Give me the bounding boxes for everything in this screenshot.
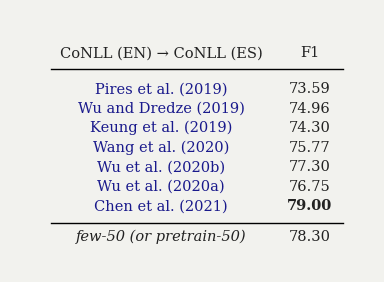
Text: Wu and Dredze (2019): Wu and Dredze (2019) [78,102,245,116]
Text: Pires et al. (2019): Pires et al. (2019) [95,82,227,96]
Text: 79.00: 79.00 [287,199,333,213]
Text: Wu et al. (2020b): Wu et al. (2020b) [97,160,225,174]
Text: F1: F1 [300,46,319,60]
Text: CoNLL (EN) → CoNLL (ES): CoNLL (EN) → CoNLL (ES) [60,46,262,60]
Text: 75.77: 75.77 [289,141,331,155]
Text: Chen et al. (2021): Chen et al. (2021) [94,199,228,213]
Text: Keung et al. (2019): Keung et al. (2019) [90,121,232,135]
Text: 74.30: 74.30 [289,121,331,135]
Text: 74.96: 74.96 [289,102,331,116]
Text: 76.75: 76.75 [289,180,331,194]
Text: 73.59: 73.59 [289,82,331,96]
Text: few-50 (or pretrain-50): few-50 (or pretrain-50) [76,230,247,244]
Text: 78.30: 78.30 [289,230,331,244]
Text: Wu et al. (2020a): Wu et al. (2020a) [97,180,225,194]
Text: 77.30: 77.30 [289,160,331,174]
Text: Wang et al. (2020): Wang et al. (2020) [93,141,229,155]
